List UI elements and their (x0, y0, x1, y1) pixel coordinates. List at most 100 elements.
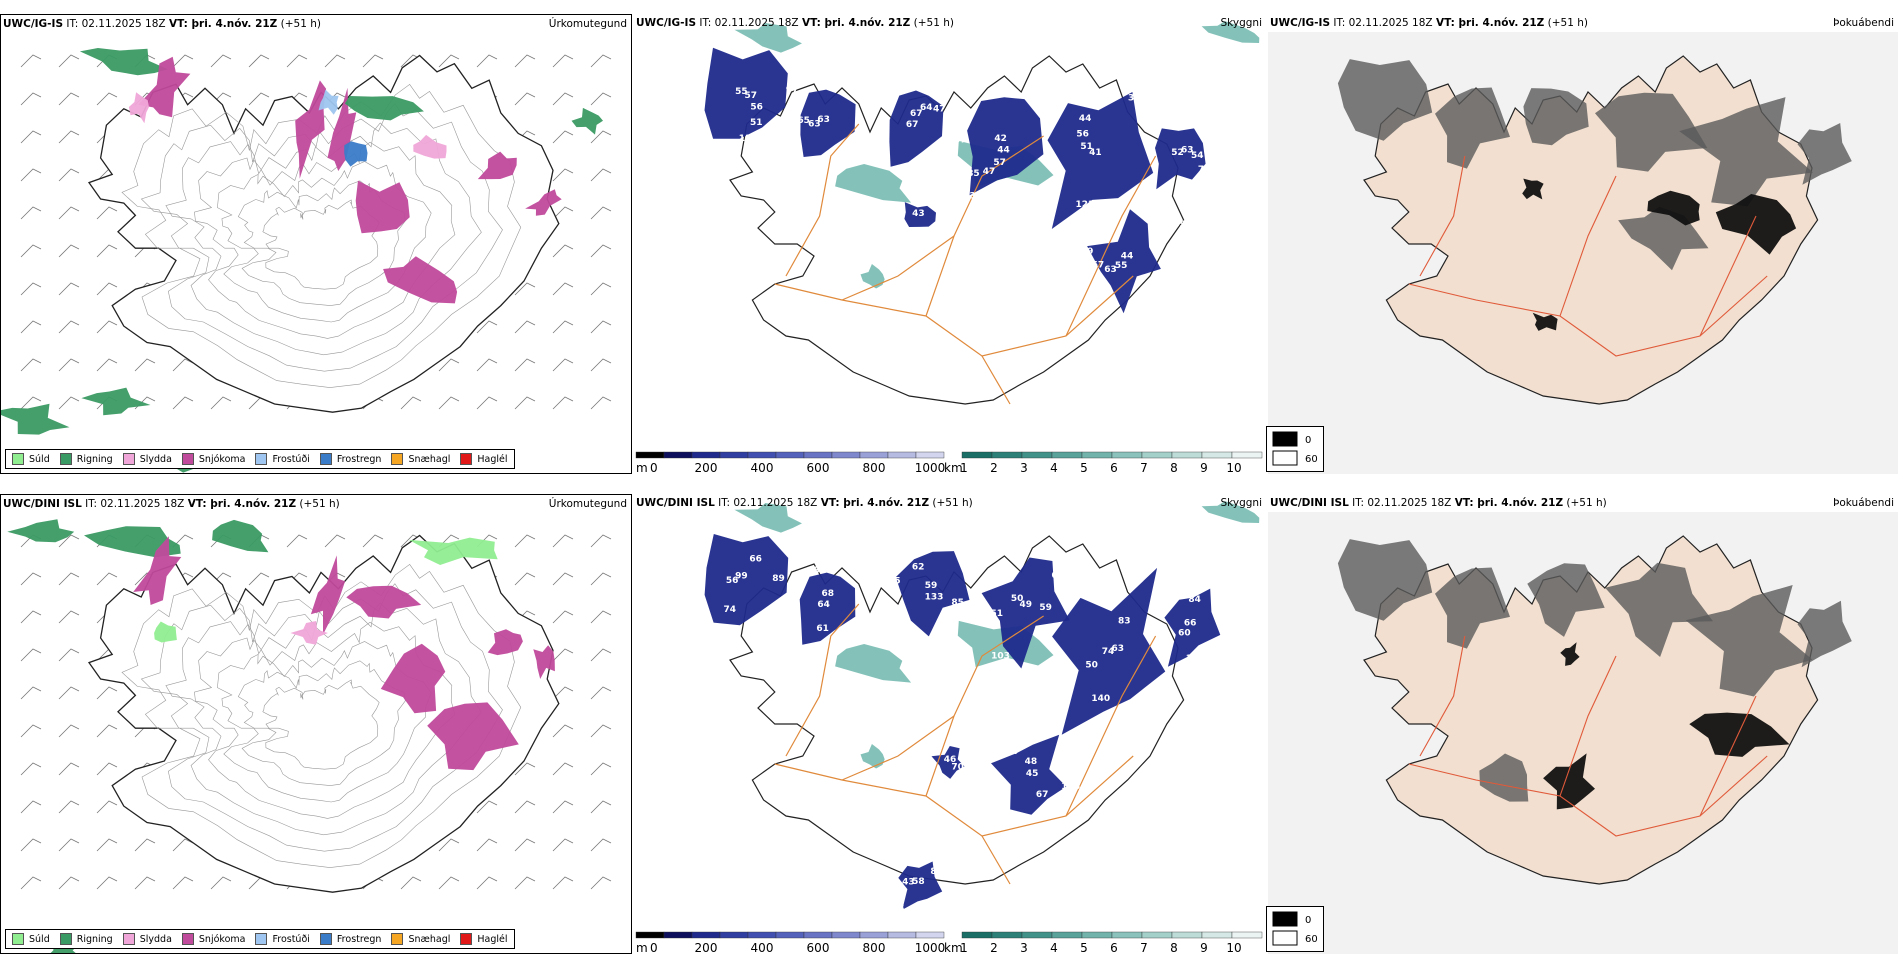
precip-model: UWC/IG-IS (3, 18, 64, 30)
wind-barb (58, 54, 80, 68)
ceiling-value-label: 54 (1191, 151, 1204, 161)
precip-header: UWC/IG-IS IT: 02.11.2025 18Z VT: þri. 4.… (3, 18, 321, 30)
road-line (841, 715, 955, 781)
wind-barb (96, 724, 118, 738)
ceiling-value-label: 73 (726, 146, 739, 156)
ceiling-value-label: 69 (1107, 92, 1120, 102)
fog-key: 0 60 (1266, 426, 1324, 472)
fog-key-light-label: 60 (1305, 454, 1318, 465)
vis-tick: 3 (1020, 941, 1028, 955)
road-line (1065, 635, 1157, 817)
road-line (774, 275, 1134, 357)
ceiling-value-label: 80 (930, 867, 943, 877)
road-line (1699, 695, 1757, 817)
fog-key-light-label: 60 (1305, 934, 1318, 945)
ceiling-unit: m (636, 941, 648, 955)
wind-barb (210, 876, 232, 890)
ceiling-area (967, 97, 1044, 196)
vis-colorbar-segment (1231, 931, 1263, 939)
ceiling-value-label: 67 (917, 186, 930, 196)
ceiling-value-label: 45 (1026, 769, 1039, 779)
wind-barb (590, 282, 612, 296)
precip-area (413, 134, 447, 159)
ceiling-value-label: 97 (786, 86, 799, 96)
wind-barb (590, 92, 612, 106)
wind-barb (286, 54, 308, 68)
ceiling-value-label: 51 (991, 609, 1004, 619)
wind-barb (58, 648, 80, 662)
ceiling-value-label: 51 (1080, 142, 1093, 152)
fog-area (1685, 585, 1813, 697)
precip-area (1, 403, 70, 435)
ceiling-tick: 800 (863, 941, 886, 955)
fog-area (1595, 92, 1708, 172)
vis-colorbar-segment (1141, 931, 1173, 939)
ceiling-visibility-panel: 55 63 67 42 41 52 44 43 57 63 67 44 51 63 55 46 56 65 64 57… (634, 14, 1266, 484)
wind-barb (172, 876, 194, 890)
ceiling-value-label: 44 (1079, 114, 1092, 124)
wind-barb (476, 800, 498, 814)
precip-model: UWC/DINI ISL (3, 498, 82, 510)
vis-colorbar-segment (1051, 451, 1083, 459)
ceiling-value-label: 65 (807, 566, 820, 576)
precip-valid-label: VT: (187, 498, 207, 510)
wind-barb (590, 54, 612, 68)
precip-valid-time: þri. 4.nóv. 21Z (206, 498, 297, 510)
wind-barb (590, 206, 612, 220)
ceiling-value-label: 140 (1091, 694, 1110, 704)
ceiling-value-label: 56 (726, 576, 739, 586)
wind-barb (96, 572, 118, 586)
ceiling-lead-time: (+51 h) (910, 17, 954, 29)
ceiling-value-label: 59 (1039, 603, 1052, 613)
wind-barb (552, 572, 574, 586)
ceiling-tick: 400 (751, 941, 774, 955)
ceiling-tick: 200 (695, 461, 718, 475)
legend-swatch (255, 933, 268, 945)
wind-barb (438, 876, 460, 890)
wind-barb (58, 876, 80, 890)
wind-barb (20, 282, 42, 296)
vis-tick: 5 (1080, 461, 1088, 475)
ceiling-valid-label: VT: (801, 17, 821, 29)
wind-barb (96, 686, 118, 700)
fog-indicator-map (1268, 512, 1898, 954)
fog-core (1689, 712, 1790, 757)
ceiling-value-label: 43 (902, 878, 915, 888)
legend-item: Haglél (460, 933, 508, 945)
precip-area (128, 92, 149, 124)
wind-barb (476, 876, 498, 890)
wind-barb (476, 358, 498, 372)
wind-barb (590, 724, 612, 738)
terrain-contour (262, 679, 380, 770)
fog-indicator-panel: UWC/DINI ISL IT: 02.11.2025 18Z VT: þri.… (1268, 494, 1898, 954)
wind-barb (552, 130, 574, 144)
precip-area (355, 180, 410, 234)
precip-type-panel: UWC/DINI ISL IT: 02.11.2025 18Z VT: þri.… (0, 494, 632, 954)
fog-valid-time: þri. 4.nóv. 21Z (1454, 17, 1545, 29)
fog-area (1479, 753, 1529, 802)
road-line (981, 835, 1011, 885)
ceiling-value-label: 64 (817, 600, 830, 610)
visibility-area (734, 503, 802, 533)
ceiling-run-time: IT: 02.11.2025 18Z (696, 17, 802, 29)
ceiling-area (991, 734, 1067, 815)
ceiling-value-label: 55 (735, 87, 748, 97)
ceiling-value-label: 70 (951, 763, 964, 773)
ceiling-value-label: 69 (1081, 247, 1094, 257)
wind-barb (172, 358, 194, 372)
ceiling-value-label: 94 (1190, 204, 1203, 214)
fog-core (1543, 753, 1595, 810)
ceiling-value-label: 67 (1036, 790, 1049, 800)
ceiling-value-label: 57 (954, 136, 967, 146)
vis-tick: 6 (1110, 941, 1118, 955)
legend-label: Frostregn (336, 933, 382, 945)
ceiling-title: Skyggni (1220, 497, 1263, 509)
fog-run-time: IT: 02.11.2025 18Z (1348, 497, 1455, 509)
ceiling-colorbar-segment (887, 451, 917, 459)
ceiling-colorbar-segment (747, 451, 777, 459)
precip-area (133, 536, 182, 605)
visibility-area (835, 164, 912, 203)
wind-barb (552, 762, 574, 776)
ceiling-colorbar-segment (915, 451, 945, 459)
wind-barb (96, 92, 118, 106)
